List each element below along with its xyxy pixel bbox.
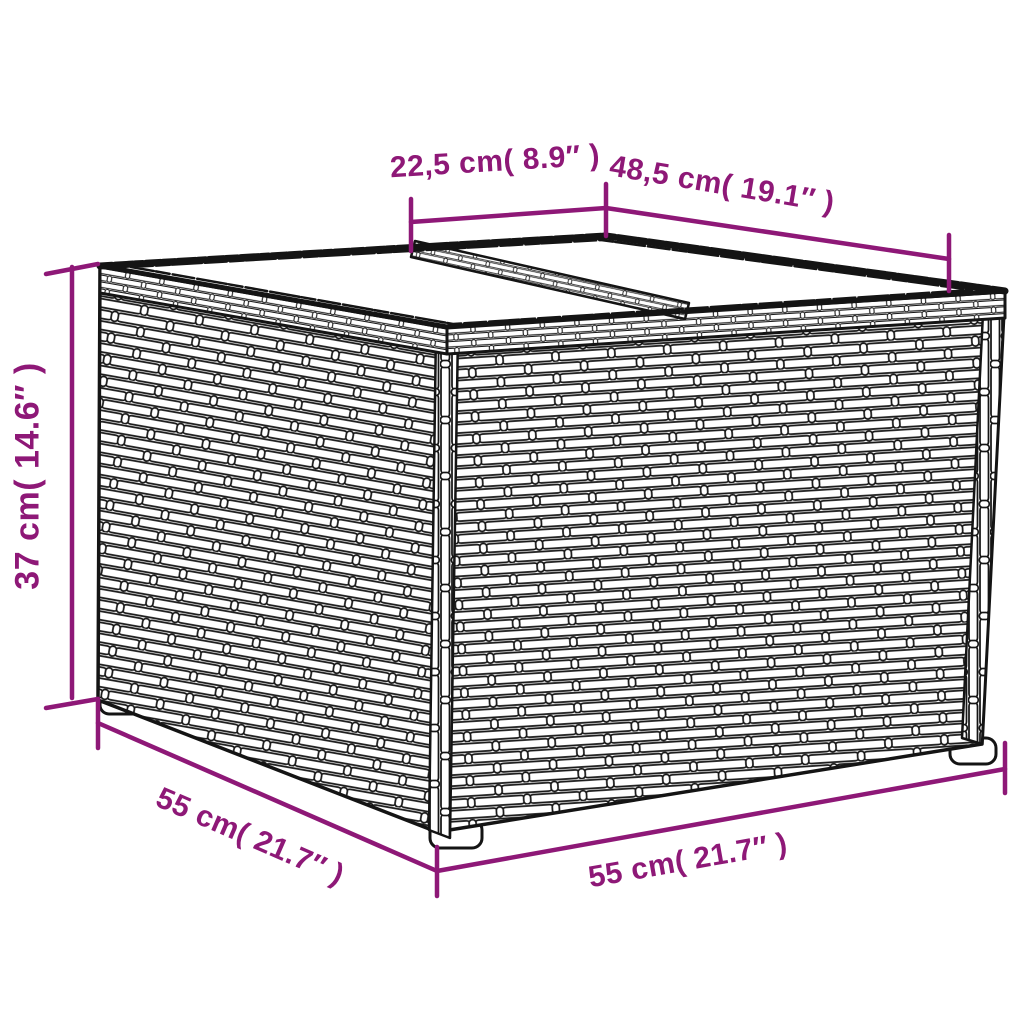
dim-line-top — [408, 205, 609, 225]
dim-line-depth — [95, 720, 440, 874]
dim-tick — [43, 261, 101, 277]
dim-tick — [43, 696, 101, 711]
dim-line-top-right — [603, 205, 952, 262]
right-face — [435, 289, 1007, 834]
front-rim-scribble — [98, 264, 1007, 329]
dimension-lines — [43, 181, 1008, 899]
dim-line-width — [434, 766, 1008, 874]
table-sketch — [96, 232, 1009, 850]
dimension-label-height: 37 cm( 14.6″ ) — [8, 362, 47, 590]
